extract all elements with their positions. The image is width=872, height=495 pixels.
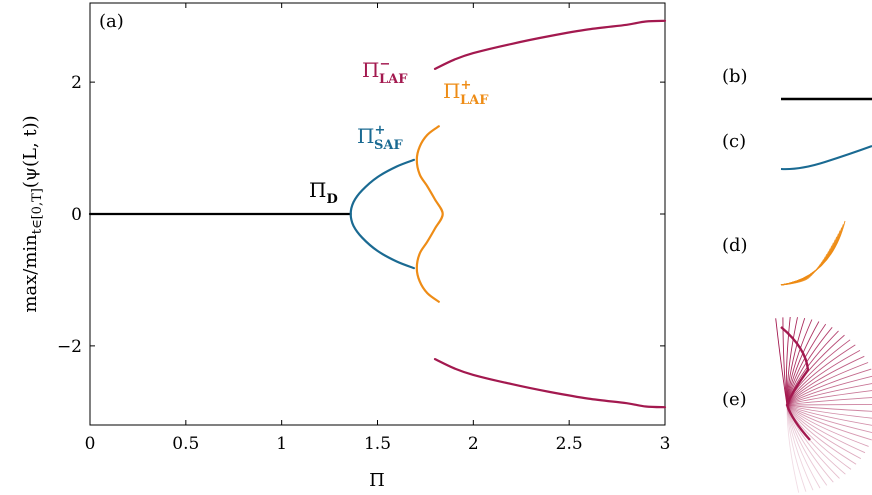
branch-label-d-main: Π <box>309 178 326 202</box>
series-lines <box>88 19 667 409</box>
panel-e-fan-line <box>786 404 814 491</box>
branch-label-d-sub: D <box>326 192 337 207</box>
branch-label-laf-minus-sub: LAF <box>379 72 408 87</box>
axis-ticks: 0 0.5 1 1.5 2 2.5 3 −2 0 2 <box>57 3 670 454</box>
branch-label-laf-plus-sup: + <box>460 78 471 93</box>
series-line-saf <box>349 158 415 270</box>
panel-d-shape <box>780 220 846 286</box>
series-line-laf-minus <box>433 19 667 70</box>
panel-e-fan-line <box>786 375 872 406</box>
panel-label-e: (e) <box>722 389 747 410</box>
branch-label-d: ΠD <box>309 178 338 207</box>
panel-label-c: (c) <box>722 131 746 152</box>
y-axis-title-sub: t∈[0,T] <box>30 188 45 234</box>
panel-d-fan-line <box>780 224 844 286</box>
series-line-laf-minus <box>433 358 667 409</box>
branch-label-laf-plus-sub: LAF <box>460 93 489 108</box>
branch-label-saf-sup: + <box>374 123 385 138</box>
branch-label-laf-minus: Π− LAF <box>362 57 408 87</box>
x-tick-label: 2.5 <box>556 434 583 454</box>
panel-e-fan-line <box>786 404 866 454</box>
panel-e-fan-line <box>786 404 872 441</box>
x-tick-label: 1 <box>276 434 287 454</box>
branch-label-saf-main: Π <box>357 124 374 148</box>
panel-e-fan-line <box>786 404 872 433</box>
x-tick-label: 2 <box>468 434 479 454</box>
panel-e-fan-line <box>786 404 872 412</box>
panel-e-fan-line <box>786 404 800 493</box>
panel-e-fan-line <box>786 390 872 406</box>
y-tick-label: −2 <box>57 337 82 357</box>
panel-e-fan-line <box>786 404 872 426</box>
x-tick-label: 1.5 <box>364 434 391 454</box>
panel-e-fan-line <box>786 404 807 492</box>
y-axis-title-pre: max/min <box>20 234 41 313</box>
panel-e-fan-line <box>786 362 869 406</box>
panel-e-shape <box>775 316 872 493</box>
panel-d-fan-line <box>780 227 843 286</box>
y-tick-label: 0 <box>71 205 82 225</box>
series-line-laf-plus <box>415 125 444 303</box>
panel-e-fan-line <box>786 404 872 419</box>
panel-e-fan-line <box>786 404 821 489</box>
panel-label-a: (a) <box>99 11 124 32</box>
panel-e-outline <box>780 326 811 441</box>
branch-label-laf-plus: Π+ LAF <box>443 78 489 108</box>
y-axis-title: max/mint∈[0,T](ψ(L, t)) <box>20 115 45 312</box>
branch-label-laf-plus-main: Π <box>443 79 460 103</box>
panel-label-b: (b) <box>722 66 748 87</box>
x-tick-label: 0 <box>85 434 96 454</box>
branch-label-laf-minus-main: Π <box>362 58 379 82</box>
panel-label-d: (d) <box>722 235 748 256</box>
panel-e-fan-line <box>786 397 872 406</box>
y-tick-label: 2 <box>71 73 82 93</box>
panel-e-fan-line <box>786 355 865 406</box>
panel-e-fan-line <box>786 383 872 406</box>
panel-e-fan-line <box>786 404 869 447</box>
panel-d-fan-line <box>780 220 846 286</box>
branch-label-laf-minus-sup: − <box>379 57 390 72</box>
x-tick-label: 0.5 <box>172 434 199 454</box>
panel-d-fan-line <box>780 270 816 286</box>
x-axis-title: Π <box>369 470 385 491</box>
y-axis-title-post: (ψ(L, t)) <box>20 115 41 188</box>
panel-e-fan-line <box>786 404 862 459</box>
panel-c-shape <box>780 145 872 171</box>
branch-label-saf-sub: SAF <box>374 138 403 153</box>
branch-label-saf: Π+ SAF <box>357 123 403 153</box>
panel-e-fan-line <box>786 403 872 406</box>
panel-e-fan-line <box>786 368 872 406</box>
x-tick-label: 3 <box>660 434 671 454</box>
